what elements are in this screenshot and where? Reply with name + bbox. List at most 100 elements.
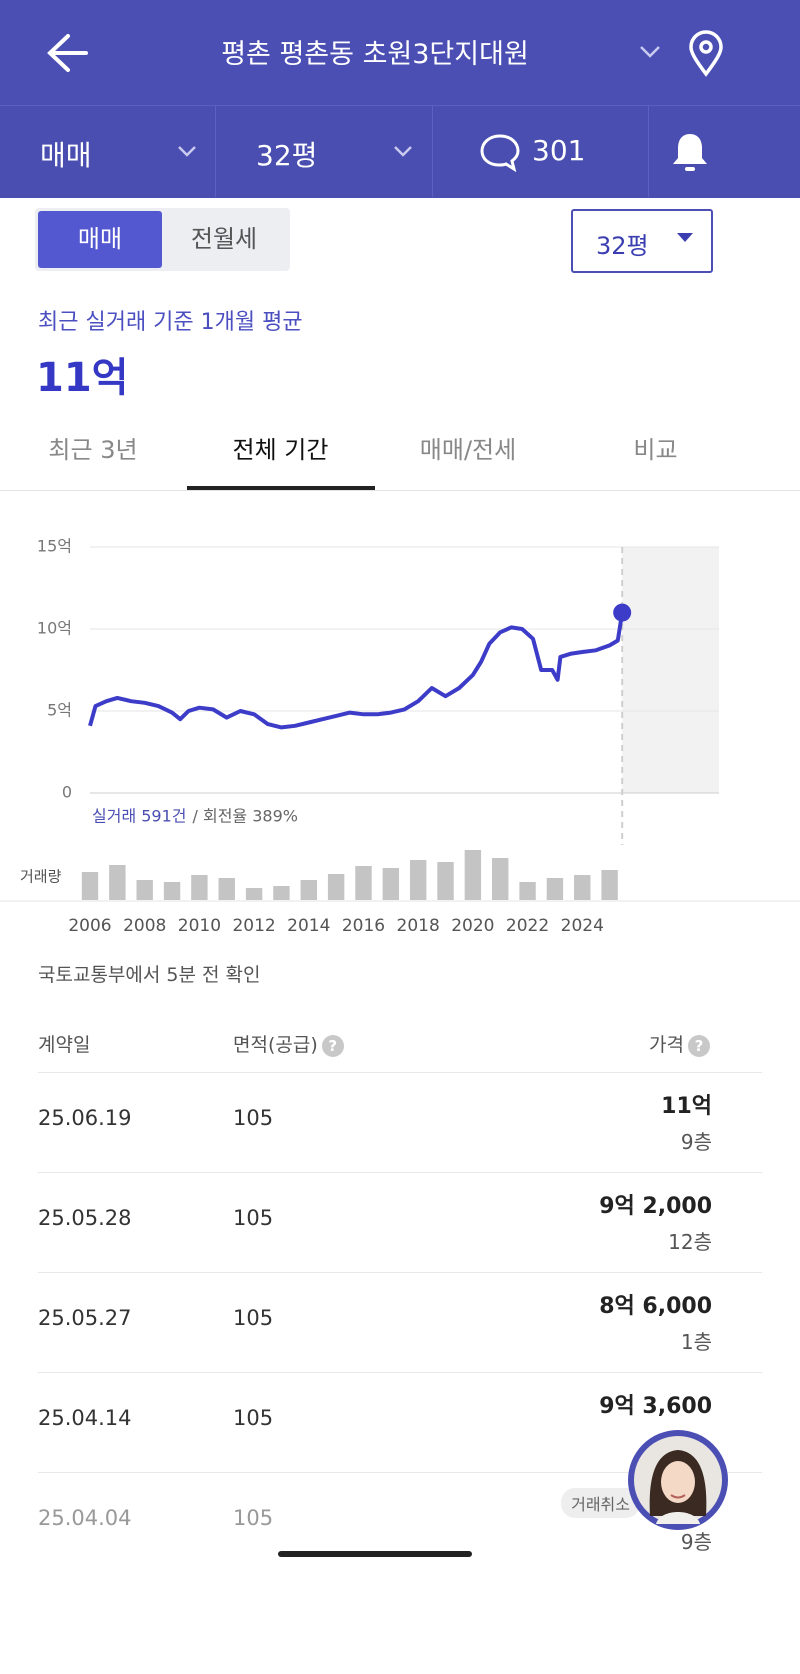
floor: 9층 xyxy=(680,1530,712,1554)
volume-bar xyxy=(437,862,454,900)
x-tick-label: 2006 xyxy=(68,916,111,936)
volume-label: 거래량 xyxy=(20,868,62,886)
price-line xyxy=(88,612,625,730)
period-tab[interactable]: 비교 xyxy=(633,436,678,464)
x-tick-label: 2008 xyxy=(123,916,166,936)
volume-bar xyxy=(81,872,99,900)
title-dropdown[interactable] xyxy=(638,42,662,62)
volume-bar xyxy=(382,868,400,900)
area: 105 xyxy=(233,1406,274,1430)
x-tick-label: 2010 xyxy=(178,916,221,936)
volume-bar xyxy=(492,858,509,900)
contract-date: 25.04.14 xyxy=(38,1406,132,1430)
floor: 1층 xyxy=(680,1330,712,1354)
table-header: 면적(공급)? xyxy=(233,1030,344,1057)
toggle-option-active[interactable]: 매매 xyxy=(38,211,162,268)
volume-bar xyxy=(109,865,126,900)
volume-bar xyxy=(327,874,345,900)
divider xyxy=(648,105,649,197)
contract-date: 25.05.27 xyxy=(38,1306,132,1330)
volume-bar xyxy=(300,880,317,900)
table-header-text: 면적(공급) xyxy=(233,1034,318,1056)
row-separator xyxy=(38,1472,762,1473)
volume-bar xyxy=(191,875,208,900)
y-tick-label: 0 xyxy=(62,783,72,802)
y-tick-label: 10억 xyxy=(37,619,72,638)
trade-select[interactable]: 매매 xyxy=(40,139,92,172)
period-tab-active[interactable]: 전체 기간 xyxy=(232,436,329,464)
back-button[interactable] xyxy=(40,30,90,76)
x-tick-label: 2016 xyxy=(342,916,385,936)
help-icon[interactable]: ? xyxy=(688,1034,710,1057)
x-tick-label: 2022 xyxy=(506,916,549,936)
table-header: 가격? xyxy=(649,1030,710,1057)
help-icon[interactable]: ? xyxy=(321,1034,344,1057)
volume-bar xyxy=(601,870,618,900)
contract-date: 25.05.28 xyxy=(38,1206,132,1230)
comment-count[interactable]: 301 xyxy=(532,134,586,167)
header xyxy=(0,0,800,105)
summary-price: 11억 xyxy=(36,355,129,401)
table-header-text: 가격 xyxy=(649,1034,684,1056)
header-title: 평촌 평촌동 초원3단지대원 xyxy=(221,39,529,70)
volume-bar xyxy=(574,875,591,900)
future-area xyxy=(622,547,719,793)
x-tick-label: 2020 xyxy=(451,916,494,936)
tab-underline xyxy=(187,486,375,490)
area: 105 xyxy=(233,1306,274,1330)
dropdown-arrow xyxy=(677,233,693,242)
volume-bar xyxy=(245,888,263,900)
source-note: 국토교통부에서 5분 전 확인 xyxy=(38,964,261,986)
size-dropdown[interactable] xyxy=(571,209,713,273)
divider xyxy=(432,105,433,197)
chevron xyxy=(178,146,196,157)
y-tick-label: 5억 xyxy=(47,701,72,720)
x-tick-label: 2012 xyxy=(232,916,275,936)
contract-date: 25.06.19 xyxy=(38,1106,132,1130)
toggle-option[interactable]: 전월세 xyxy=(190,225,258,253)
floor: 9층 xyxy=(680,1130,712,1154)
price: 8억 6,000 xyxy=(599,1294,712,1319)
volume-bar xyxy=(546,878,564,900)
price: 11억 xyxy=(661,1094,712,1119)
price: 9억 3,600 xyxy=(599,1394,712,1419)
trade-count: 실거래 591건 xyxy=(92,807,187,826)
volume-bar xyxy=(136,880,153,900)
volume-bar xyxy=(273,886,290,900)
area: 105 xyxy=(233,1206,274,1230)
avatar-image xyxy=(634,1436,722,1524)
volume-bar xyxy=(409,860,427,900)
location-icon[interactable] xyxy=(686,30,726,78)
row-separator xyxy=(38,1072,762,1073)
period-tab[interactable]: 매매/전세 xyxy=(419,436,517,464)
price: 9억 2,000 xyxy=(599,1194,712,1219)
agent-avatar[interactable] xyxy=(628,1430,728,1530)
chevron xyxy=(394,146,412,157)
floor: 12층 xyxy=(668,1230,712,1254)
row-separator xyxy=(38,1272,762,1273)
summary-caption: 최근 실거래 기준 1개월 평균 xyxy=(38,310,303,335)
area: 105 xyxy=(233,1506,274,1530)
period-tab[interactable]: 최근 3년 xyxy=(48,436,138,464)
bell-icon[interactable] xyxy=(668,130,712,176)
x-tick-label: 2024 xyxy=(561,916,604,936)
volume-bar xyxy=(163,882,181,900)
y-tick-label: 15억 xyxy=(37,537,72,556)
volume-bar xyxy=(519,882,536,900)
divider xyxy=(215,105,216,197)
area: 105 xyxy=(233,1106,274,1130)
row-separator xyxy=(38,1172,762,1173)
x-tick-label: 2014 xyxy=(287,916,330,936)
size-dropdown-text: 32평 xyxy=(596,232,649,260)
x-tick-label: 2018 xyxy=(397,916,440,936)
volume-bar xyxy=(218,878,235,900)
cancel-tag: 거래취소 xyxy=(561,1488,640,1518)
row-separator xyxy=(38,1372,762,1373)
contract-date: 25.04.04 xyxy=(38,1506,132,1530)
volume-bar xyxy=(464,850,482,900)
divider xyxy=(0,490,800,491)
size-select[interactable]: 32평 xyxy=(256,139,318,172)
comment-icon[interactable] xyxy=(478,132,522,172)
table-header: 계약일 xyxy=(38,1034,91,1056)
